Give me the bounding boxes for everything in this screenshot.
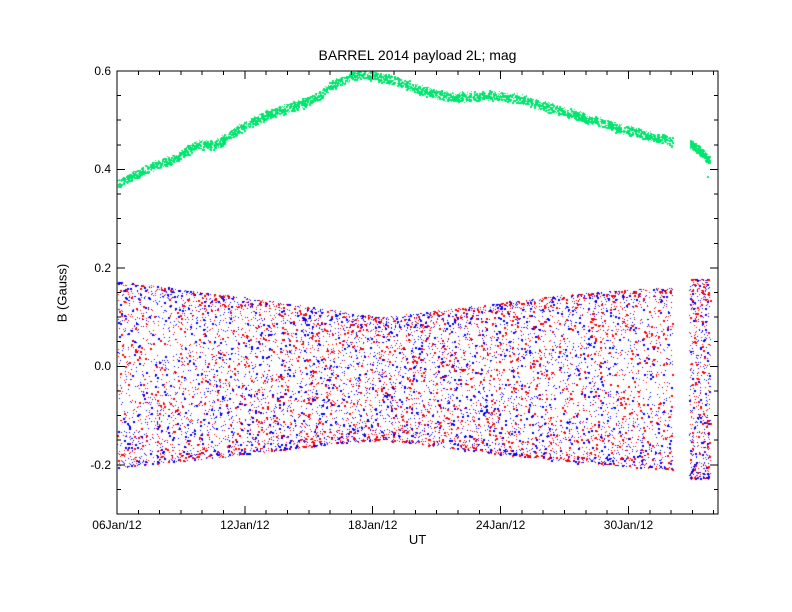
y-tick-label: 0.6 bbox=[94, 64, 111, 78]
chart-title: BARREL 2014 payload 2L; mag bbox=[318, 47, 517, 63]
y-axis-label: B (Gauss) bbox=[54, 263, 70, 322]
y-tick-label: -0.2 bbox=[90, 457, 111, 472]
x-tick-label: 12Jan/12 bbox=[220, 518, 270, 532]
x-axis-label: UT bbox=[408, 532, 427, 547]
y-tick-label: 0.4 bbox=[94, 162, 111, 177]
x-tick-label: 18Jan/12 bbox=[348, 518, 398, 532]
x-tick-label: 24Jan/12 bbox=[475, 518, 526, 532]
y-tick-label: 0.2 bbox=[94, 260, 111, 275]
x-tick-label: 06Jan/12 bbox=[92, 518, 142, 532]
y-tick-label: 0.0 bbox=[94, 359, 111, 374]
x-tick-label: 30Jan/12 bbox=[603, 518, 654, 532]
